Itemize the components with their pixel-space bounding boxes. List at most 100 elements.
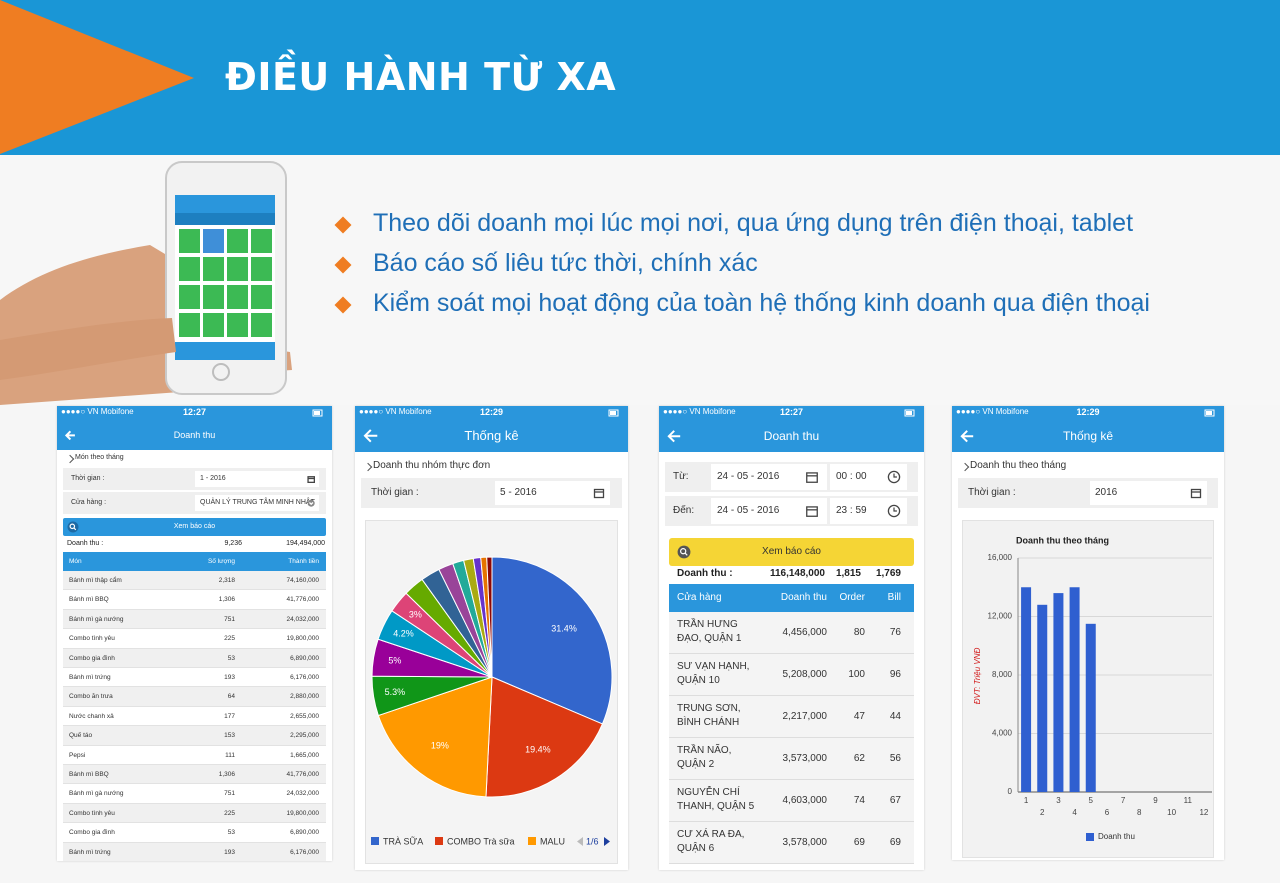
clock-face	[887, 470, 901, 484]
table-tile	[179, 257, 200, 281]
table-row	[63, 629, 326, 649]
feature-bullet: Báo cáo số liêu tức thời, chính xác	[373, 249, 758, 277]
legend-label: COMBO Trà sữa	[447, 836, 515, 846]
battery-level	[314, 411, 320, 415]
back-icon[interactable]	[960, 429, 974, 443]
status-time: 12:27	[779, 407, 804, 417]
screen-title: Doanh thu	[173, 430, 216, 440]
field-input[interactable]: 1 - 2016	[195, 471, 319, 487]
table-cell: Combo tình yêu	[69, 809, 115, 817]
table-row	[63, 726, 326, 746]
table-cell: NGUYỄN CHÍ THANH, QUẬN 5	[677, 787, 755, 812]
time-input[interactable]: 00 : 00	[830, 464, 907, 490]
table-cell: 177	[224, 712, 235, 720]
table-tile	[203, 285, 224, 309]
calendar-body	[806, 472, 818, 483]
back-icon[interactable]	[667, 429, 681, 443]
legend-next[interactable]	[604, 837, 610, 846]
legend-swatch	[1086, 833, 1094, 841]
table-cell: 751	[224, 615, 235, 623]
field-label: Thời gian :	[71, 475, 105, 482]
table-cell: 69	[889, 837, 901, 848]
table-cell: 2,217,000	[782, 711, 828, 722]
table-row	[63, 706, 326, 727]
search-bg	[67, 521, 79, 533]
field-input[interactable]: 5 - 2016	[495, 481, 610, 505]
screen-title: Thống kê	[1062, 429, 1114, 443]
table-cell: 751	[224, 790, 235, 798]
table-header	[63, 552, 326, 571]
table-cell: 41,776,000	[286, 596, 319, 604]
table-cell: Combo tình yêu	[69, 635, 115, 643]
phone-screen: ●●●●○ VN Mobifone 12:29 Thống kê Doanh thu …	[952, 406, 1224, 860]
report-button[interactable]: Xem báo cáo	[63, 518, 326, 536]
table-row	[669, 654, 914, 696]
table-tile	[251, 257, 272, 281]
back-icon[interactable]	[65, 430, 76, 441]
field-input[interactable]: QUẢN LÝ TRUNG TÂM MINH NHẬT	[195, 495, 319, 511]
table-row	[63, 803, 326, 824]
bar-chart: Doanh thu theo tháng ĐVT: Triệu VNĐ 0 4,000…	[973, 535, 1212, 841]
calendar-icon	[1190, 488, 1202, 499]
section-chevron	[65, 455, 75, 464]
date-input[interactable]: 24 - 05 - 2016	[711, 498, 827, 524]
phone-app-tabs	[175, 213, 275, 225]
table-tile	[227, 229, 248, 253]
clock-face	[887, 504, 901, 518]
back-icon[interactable]	[363, 428, 379, 444]
table-cell: TRUNG SƠN, BÌNH CHÁNH	[677, 703, 741, 728]
date-input[interactable]: 24 - 05 - 2016	[711, 464, 827, 490]
table-cell: Bánh mì BBQ	[69, 596, 109, 604]
table-row	[669, 780, 914, 822]
report-button[interactable]: Xem báo cáo	[669, 538, 914, 566]
legend-swatch	[371, 837, 379, 845]
table-cell: 24,032,000	[286, 615, 319, 623]
table-cell: 1,665,000	[290, 751, 319, 759]
table-cell: 2,318	[218, 577, 235, 584]
table-cell: 100	[848, 669, 865, 680]
field-input[interactable]: 2016	[1090, 481, 1207, 505]
x-tick-label: 2	[1040, 808, 1045, 817]
chart-title: Doanh thu theo tháng	[1016, 535, 1109, 545]
thumb	[0, 318, 176, 380]
table-cell: Combo gia đình	[69, 829, 115, 837]
table-tile	[227, 257, 248, 281]
battery-icon	[608, 409, 619, 417]
clock-icon	[887, 504, 901, 518]
table-cell: Nước chanh xả	[69, 712, 114, 720]
table-header-cell: Bill	[887, 592, 901, 603]
slide-graphics	[0, 0, 1280, 405]
table-cell: 69	[853, 837, 865, 848]
battery-level	[906, 411, 912, 415]
feature-bullet: Theo dõi doanh mọi lúc mọi nơi, qua ứng …	[373, 209, 1134, 237]
pie-slice	[377, 676, 493, 798]
battery-body	[904, 409, 915, 417]
search-handle	[684, 552, 688, 556]
y-tick-label: 12,000	[988, 612, 1013, 621]
table-cell: 19,800,000	[286, 809, 319, 817]
bar	[1069, 587, 1080, 792]
table-tile	[179, 285, 200, 309]
clock-hands	[893, 473, 897, 478]
screen-title: Doanh thu	[763, 429, 820, 443]
x-tick-label: 7	[1121, 796, 1126, 805]
table-tile	[179, 229, 200, 253]
table-cell: Quế táo	[69, 732, 93, 740]
table-cell: 47	[853, 711, 865, 722]
slice-label: 4.2%	[393, 628, 414, 638]
calendar-body	[806, 506, 818, 517]
table-cell: SƯ VẠN HẠNH, QUẬN 10	[677, 661, 750, 686]
table-cell: Bánh mì gà nướng	[69, 790, 124, 798]
table-cell: 2,655,000	[290, 712, 319, 720]
table-cell: 24,032,000	[286, 790, 319, 798]
phone-home-button	[212, 363, 230, 381]
table-tile	[203, 313, 224, 337]
table-header-cell: Số lượng	[207, 558, 235, 565]
table-cell: TRẦN HƯNG ĐẠO, QUẬN 1	[677, 619, 742, 644]
table-cell: 2,880,000	[290, 693, 319, 701]
calendar-icon	[806, 506, 818, 517]
pie-chart: 31.4% 19.4% 19% 5.3% 5% 4.2% 3% TRÀ SỮA COMBO Tr…	[371, 556, 613, 846]
table-cell: 19,800,000	[286, 635, 319, 643]
summary-value: 9,236	[224, 540, 242, 547]
status-time: 12:29	[1076, 407, 1100, 417]
